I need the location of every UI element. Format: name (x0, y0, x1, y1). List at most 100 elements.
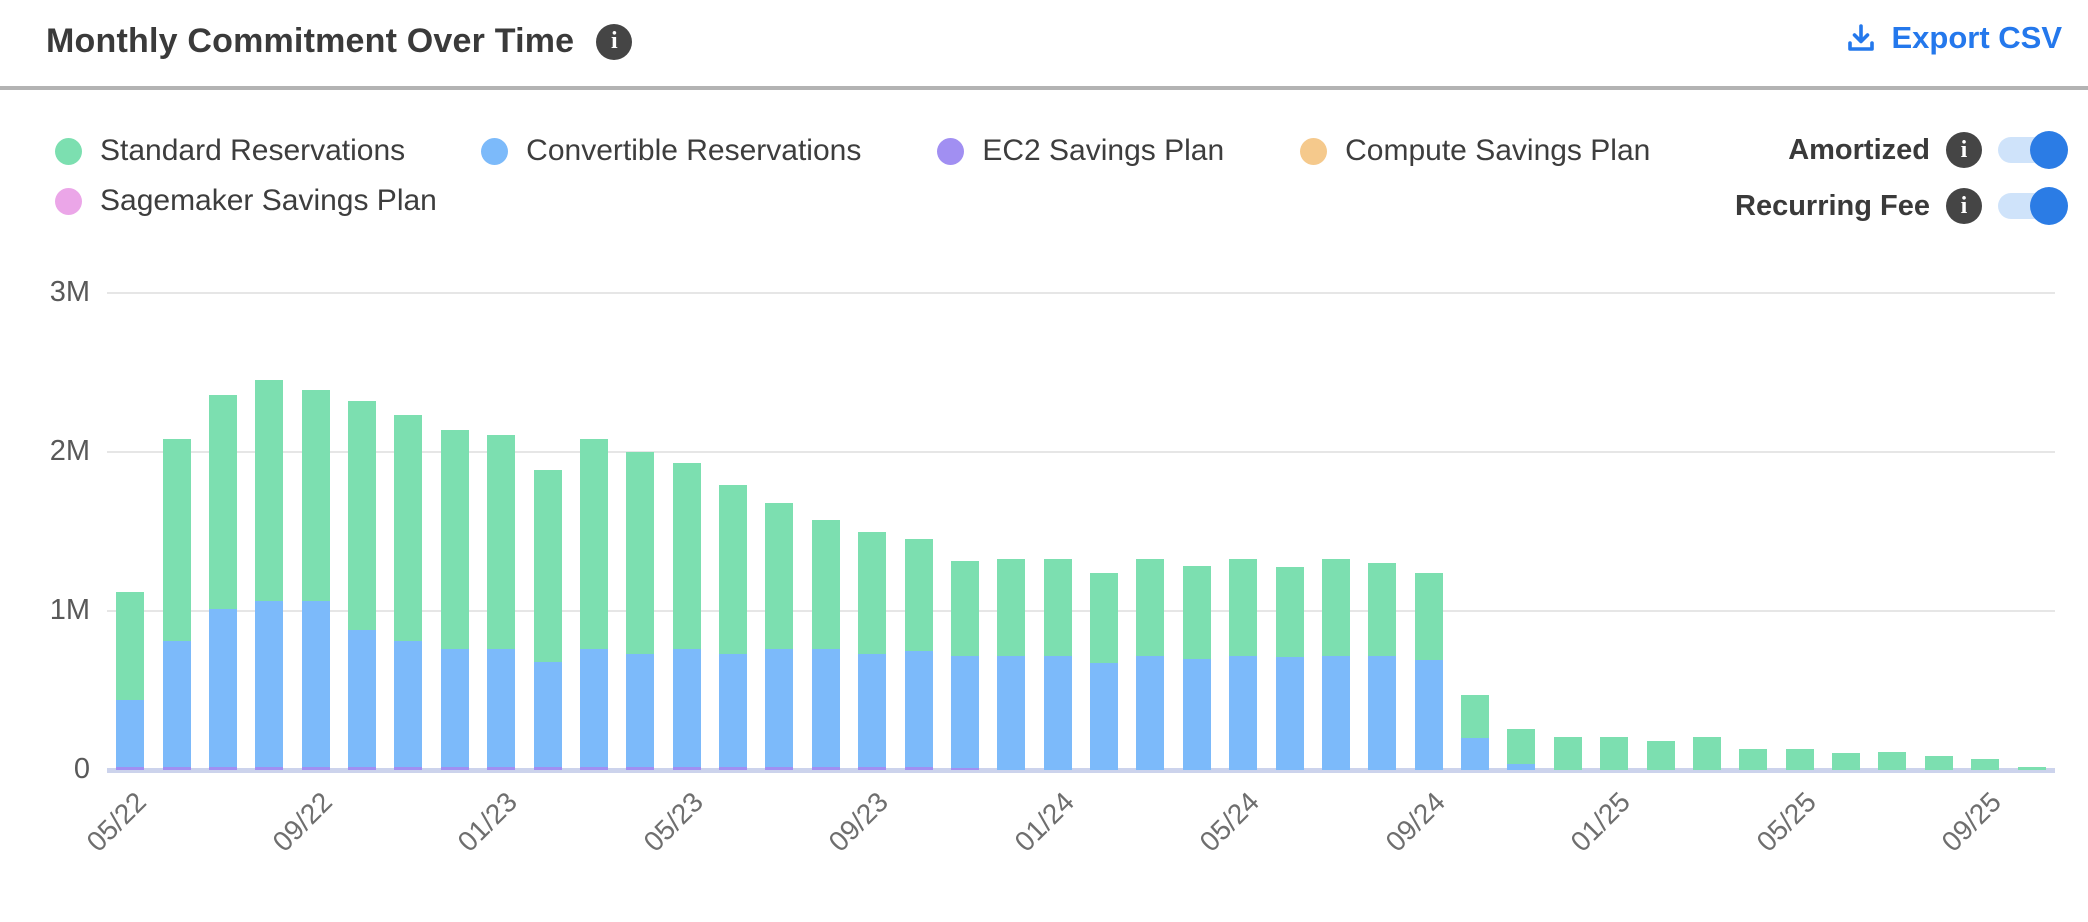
bar-segment-standard-reservations[interactable] (579, 439, 608, 650)
bar-09/23[interactable] (858, 531, 887, 770)
info-icon[interactable]: i (1946, 132, 1982, 168)
bar-01/24[interactable] (1043, 558, 1072, 770)
bar-segment-convertible-reservations[interactable] (1461, 738, 1490, 770)
bar-segment-ec2-savings-plan[interactable] (116, 766, 145, 770)
bar-segment-convertible-reservations[interactable] (208, 609, 237, 767)
bar-08/22[interactable] (255, 380, 284, 770)
bar-02/25[interactable] (1646, 740, 1675, 770)
bar-segment-convertible-reservations[interactable] (858, 653, 887, 767)
bar-segment-convertible-reservations[interactable] (301, 601, 330, 767)
bar-02/24[interactable] (1090, 572, 1119, 770)
bar-segment-standard-reservations[interactable] (1136, 558, 1165, 656)
bar-segment-standard-reservations[interactable] (1507, 728, 1536, 764)
bar-04/24[interactable] (1182, 566, 1211, 770)
bar-segment-standard-reservations[interactable] (1090, 572, 1119, 664)
bar-segment-standard-reservations[interactable] (811, 520, 840, 650)
bar-segment-convertible-reservations[interactable] (950, 656, 979, 768)
bar-segment-standard-reservations[interactable] (765, 502, 794, 650)
bar-segment-standard-reservations[interactable] (997, 558, 1026, 656)
bar-10/22[interactable] (348, 401, 377, 770)
legend-item-sagemaker-savings-plan[interactable]: Sagemaker Savings Plan (55, 184, 437, 218)
bar-06/23[interactable] (719, 485, 748, 770)
bar-12/23[interactable] (997, 558, 1026, 770)
bar-segment-convertible-reservations[interactable] (533, 661, 562, 767)
bar-03/24[interactable] (1136, 558, 1165, 770)
bar-segment-convertible-reservations[interactable] (672, 649, 701, 767)
legend-item-compute-savings-plan[interactable]: Compute Savings Plan (1300, 134, 1650, 168)
bar-09/24[interactable] (1414, 572, 1443, 770)
bar-segment-standard-reservations[interactable] (208, 394, 237, 610)
title-info-icon[interactable]: i (596, 23, 633, 60)
bar-segment-ec2-savings-plan[interactable] (719, 766, 748, 770)
bar-segment-convertible-reservations[interactable] (255, 601, 284, 767)
bar-segment-convertible-reservations[interactable] (997, 655, 1026, 770)
bar-segment-standard-reservations[interactable] (1832, 752, 1861, 770)
bar-10/25[interactable] (2017, 766, 2046, 770)
bar-01/25[interactable] (1600, 737, 1629, 770)
bar-segment-ec2-savings-plan[interactable] (950, 767, 979, 770)
bar-segment-ec2-savings-plan[interactable] (162, 766, 191, 770)
bar-segment-ec2-savings-plan[interactable] (348, 766, 377, 770)
legend-item-standard-reservations[interactable]: Standard Reservations (55, 134, 405, 168)
bar-segment-convertible-reservations[interactable] (116, 700, 145, 767)
legend-item-ec2-savings-plan[interactable]: EC2 Savings Plan (937, 134, 1224, 168)
bar-08/23[interactable] (811, 520, 840, 770)
bar-11/24[interactable] (1507, 728, 1536, 770)
bar-12/22[interactable] (440, 429, 469, 770)
bar-09/25[interactable] (1971, 758, 2000, 770)
bar-segment-ec2-savings-plan[interactable] (208, 766, 237, 770)
bar-segment-convertible-reservations[interactable] (1182, 658, 1211, 770)
bar-segment-standard-reservations[interactable] (1600, 737, 1629, 770)
legend-item-convertible-reservations[interactable]: Convertible Reservations (481, 134, 861, 168)
bar-segment-standard-reservations[interactable] (719, 485, 748, 654)
bar-segment-ec2-savings-plan[interactable] (487, 766, 516, 770)
amortized-toggle[interactable] (1998, 131, 2068, 169)
export-csv-button[interactable]: Export CSV (1845, 20, 2062, 56)
bar-segment-convertible-reservations[interactable] (719, 653, 748, 767)
bar-segment-convertible-reservations[interactable] (904, 650, 933, 767)
bar-segment-standard-reservations[interactable] (1553, 736, 1582, 770)
bar-segment-standard-reservations[interactable] (904, 539, 933, 651)
bar-segment-convertible-reservations[interactable] (162, 641, 191, 767)
bar-segment-standard-reservations[interactable] (1785, 749, 1814, 770)
bar-segment-standard-reservations[interactable] (1878, 751, 1907, 770)
bar-segment-ec2-savings-plan[interactable] (811, 766, 840, 770)
bar-segment-convertible-reservations[interactable] (1368, 655, 1397, 770)
bar-segment-ec2-savings-plan[interactable] (858, 766, 887, 770)
bar-segment-standard-reservations[interactable] (626, 452, 655, 654)
bar-07/22[interactable] (208, 394, 237, 770)
bar-segment-standard-reservations[interactable] (255, 380, 284, 602)
bar-segment-standard-reservations[interactable] (162, 439, 191, 642)
bar-segment-standard-reservations[interactable] (1461, 695, 1490, 739)
bar-segment-ec2-savings-plan[interactable] (626, 766, 655, 770)
bar-segment-ec2-savings-plan[interactable] (533, 766, 562, 770)
bar-11/22[interactable] (394, 415, 423, 770)
bar-11/23[interactable] (950, 560, 979, 770)
bar-segment-standard-reservations[interactable] (2017, 766, 2046, 770)
bar-07/23[interactable] (765, 502, 794, 770)
info-icon[interactable]: i (1946, 188, 1982, 224)
bar-segment-standard-reservations[interactable] (858, 531, 887, 654)
bar-segment-convertible-reservations[interactable] (1229, 655, 1258, 770)
bar-segment-convertible-reservations[interactable] (348, 630, 377, 767)
bar-segment-convertible-reservations[interactable] (579, 649, 608, 767)
bar-segment-standard-reservations[interactable] (1739, 748, 1768, 770)
bar-07/25[interactable] (1878, 751, 1907, 770)
bar-segment-ec2-savings-plan[interactable] (440, 766, 469, 770)
bar-segment-ec2-savings-plan[interactable] (765, 766, 794, 770)
bar-05/23[interactable] (672, 463, 701, 770)
bar-segment-standard-reservations[interactable] (1971, 758, 2000, 770)
bar-segment-convertible-reservations[interactable] (487, 649, 516, 767)
bar-segment-standard-reservations[interactable] (1924, 755, 1953, 770)
bar-segment-convertible-reservations[interactable] (1275, 657, 1304, 770)
bar-segment-standard-reservations[interactable] (1692, 737, 1721, 770)
recurring-fee-toggle[interactable] (1998, 187, 2068, 225)
bar-segment-ec2-savings-plan[interactable] (394, 766, 423, 770)
bar-segment-convertible-reservations[interactable] (1043, 655, 1072, 770)
bar-segment-ec2-savings-plan[interactable] (301, 766, 330, 770)
bar-segment-convertible-reservations[interactable] (626, 653, 655, 767)
bar-segment-convertible-reservations[interactable] (1090, 663, 1119, 770)
bar-09/22[interactable] (301, 390, 330, 770)
bar-segment-standard-reservations[interactable] (1414, 572, 1443, 661)
bar-08/25[interactable] (1924, 755, 1953, 770)
